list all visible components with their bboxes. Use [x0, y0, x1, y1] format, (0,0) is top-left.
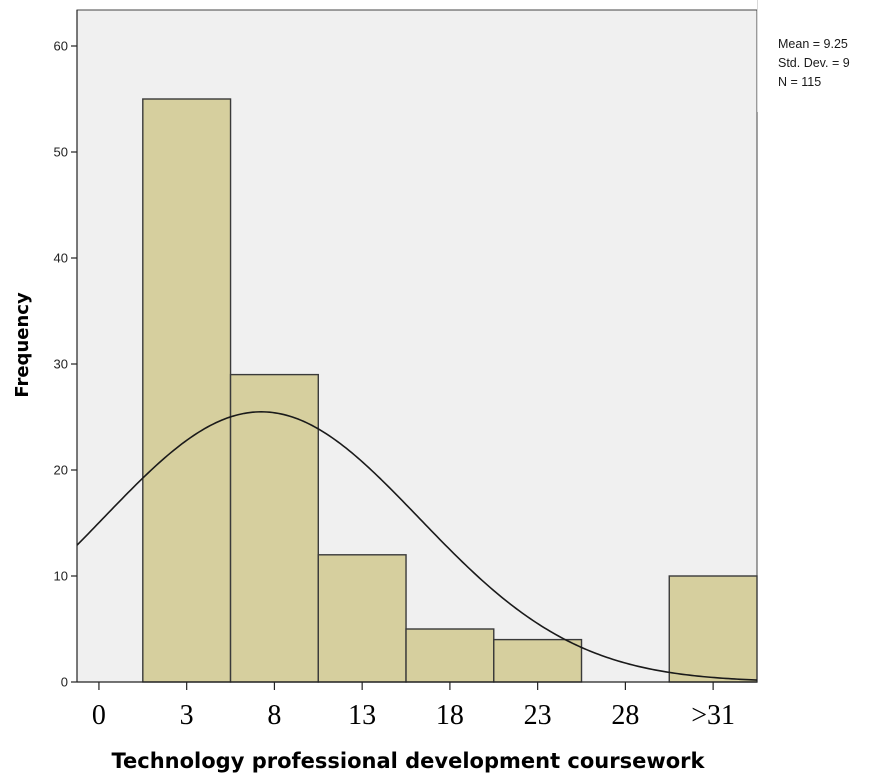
y-tick-label: 10 — [54, 569, 68, 584]
x-axis-title: Technology professional development cour… — [111, 749, 705, 773]
y-tick-label: 50 — [54, 145, 68, 160]
x-tick-label: 3 — [180, 700, 194, 731]
bars-layer — [142, 98, 758, 683]
histogram-bar — [229, 373, 319, 683]
mean-label: Mean = 9.25 — [778, 37, 848, 51]
y-axis-title: Frequency — [12, 292, 33, 398]
x-axis-ticks: 0 3 8 13 18 23 28 >31 — [92, 682, 735, 731]
x-tick-label: >31 — [691, 700, 735, 731]
normal-curve — [76, 411, 758, 681]
histogram-bar — [493, 638, 583, 683]
axes-layer — [76, 10, 757, 683]
x-tick-label: 0 — [92, 700, 106, 731]
y-axis-ticks: 0 10 20 30 40 50 60 — [54, 39, 77, 690]
std-dev-label: Std. Dev. = 9 — [778, 56, 850, 70]
n-label: N = 115 — [778, 75, 822, 89]
x-tick-label: 18 — [436, 700, 464, 731]
histogram-bar — [668, 575, 758, 683]
histogram-bar — [142, 98, 232, 683]
histogram-bar — [405, 628, 495, 683]
x-tick-label: 23 — [524, 700, 552, 731]
y-tick-label: 40 — [54, 251, 68, 266]
stats-legend: Mean = 9.25 Std. Dev. = 9 N = 115 — [757, 0, 875, 112]
y-tick-label: 30 — [54, 357, 68, 372]
y-tick-label: 0 — [61, 675, 68, 690]
x-tick-label: 13 — [348, 700, 376, 731]
histogram-bar — [317, 554, 407, 683]
x-tick-label: 8 — [267, 700, 281, 731]
x-tick-label: 28 — [611, 700, 639, 731]
y-tick-label: 20 — [54, 463, 68, 478]
y-tick-label: 60 — [54, 39, 68, 54]
